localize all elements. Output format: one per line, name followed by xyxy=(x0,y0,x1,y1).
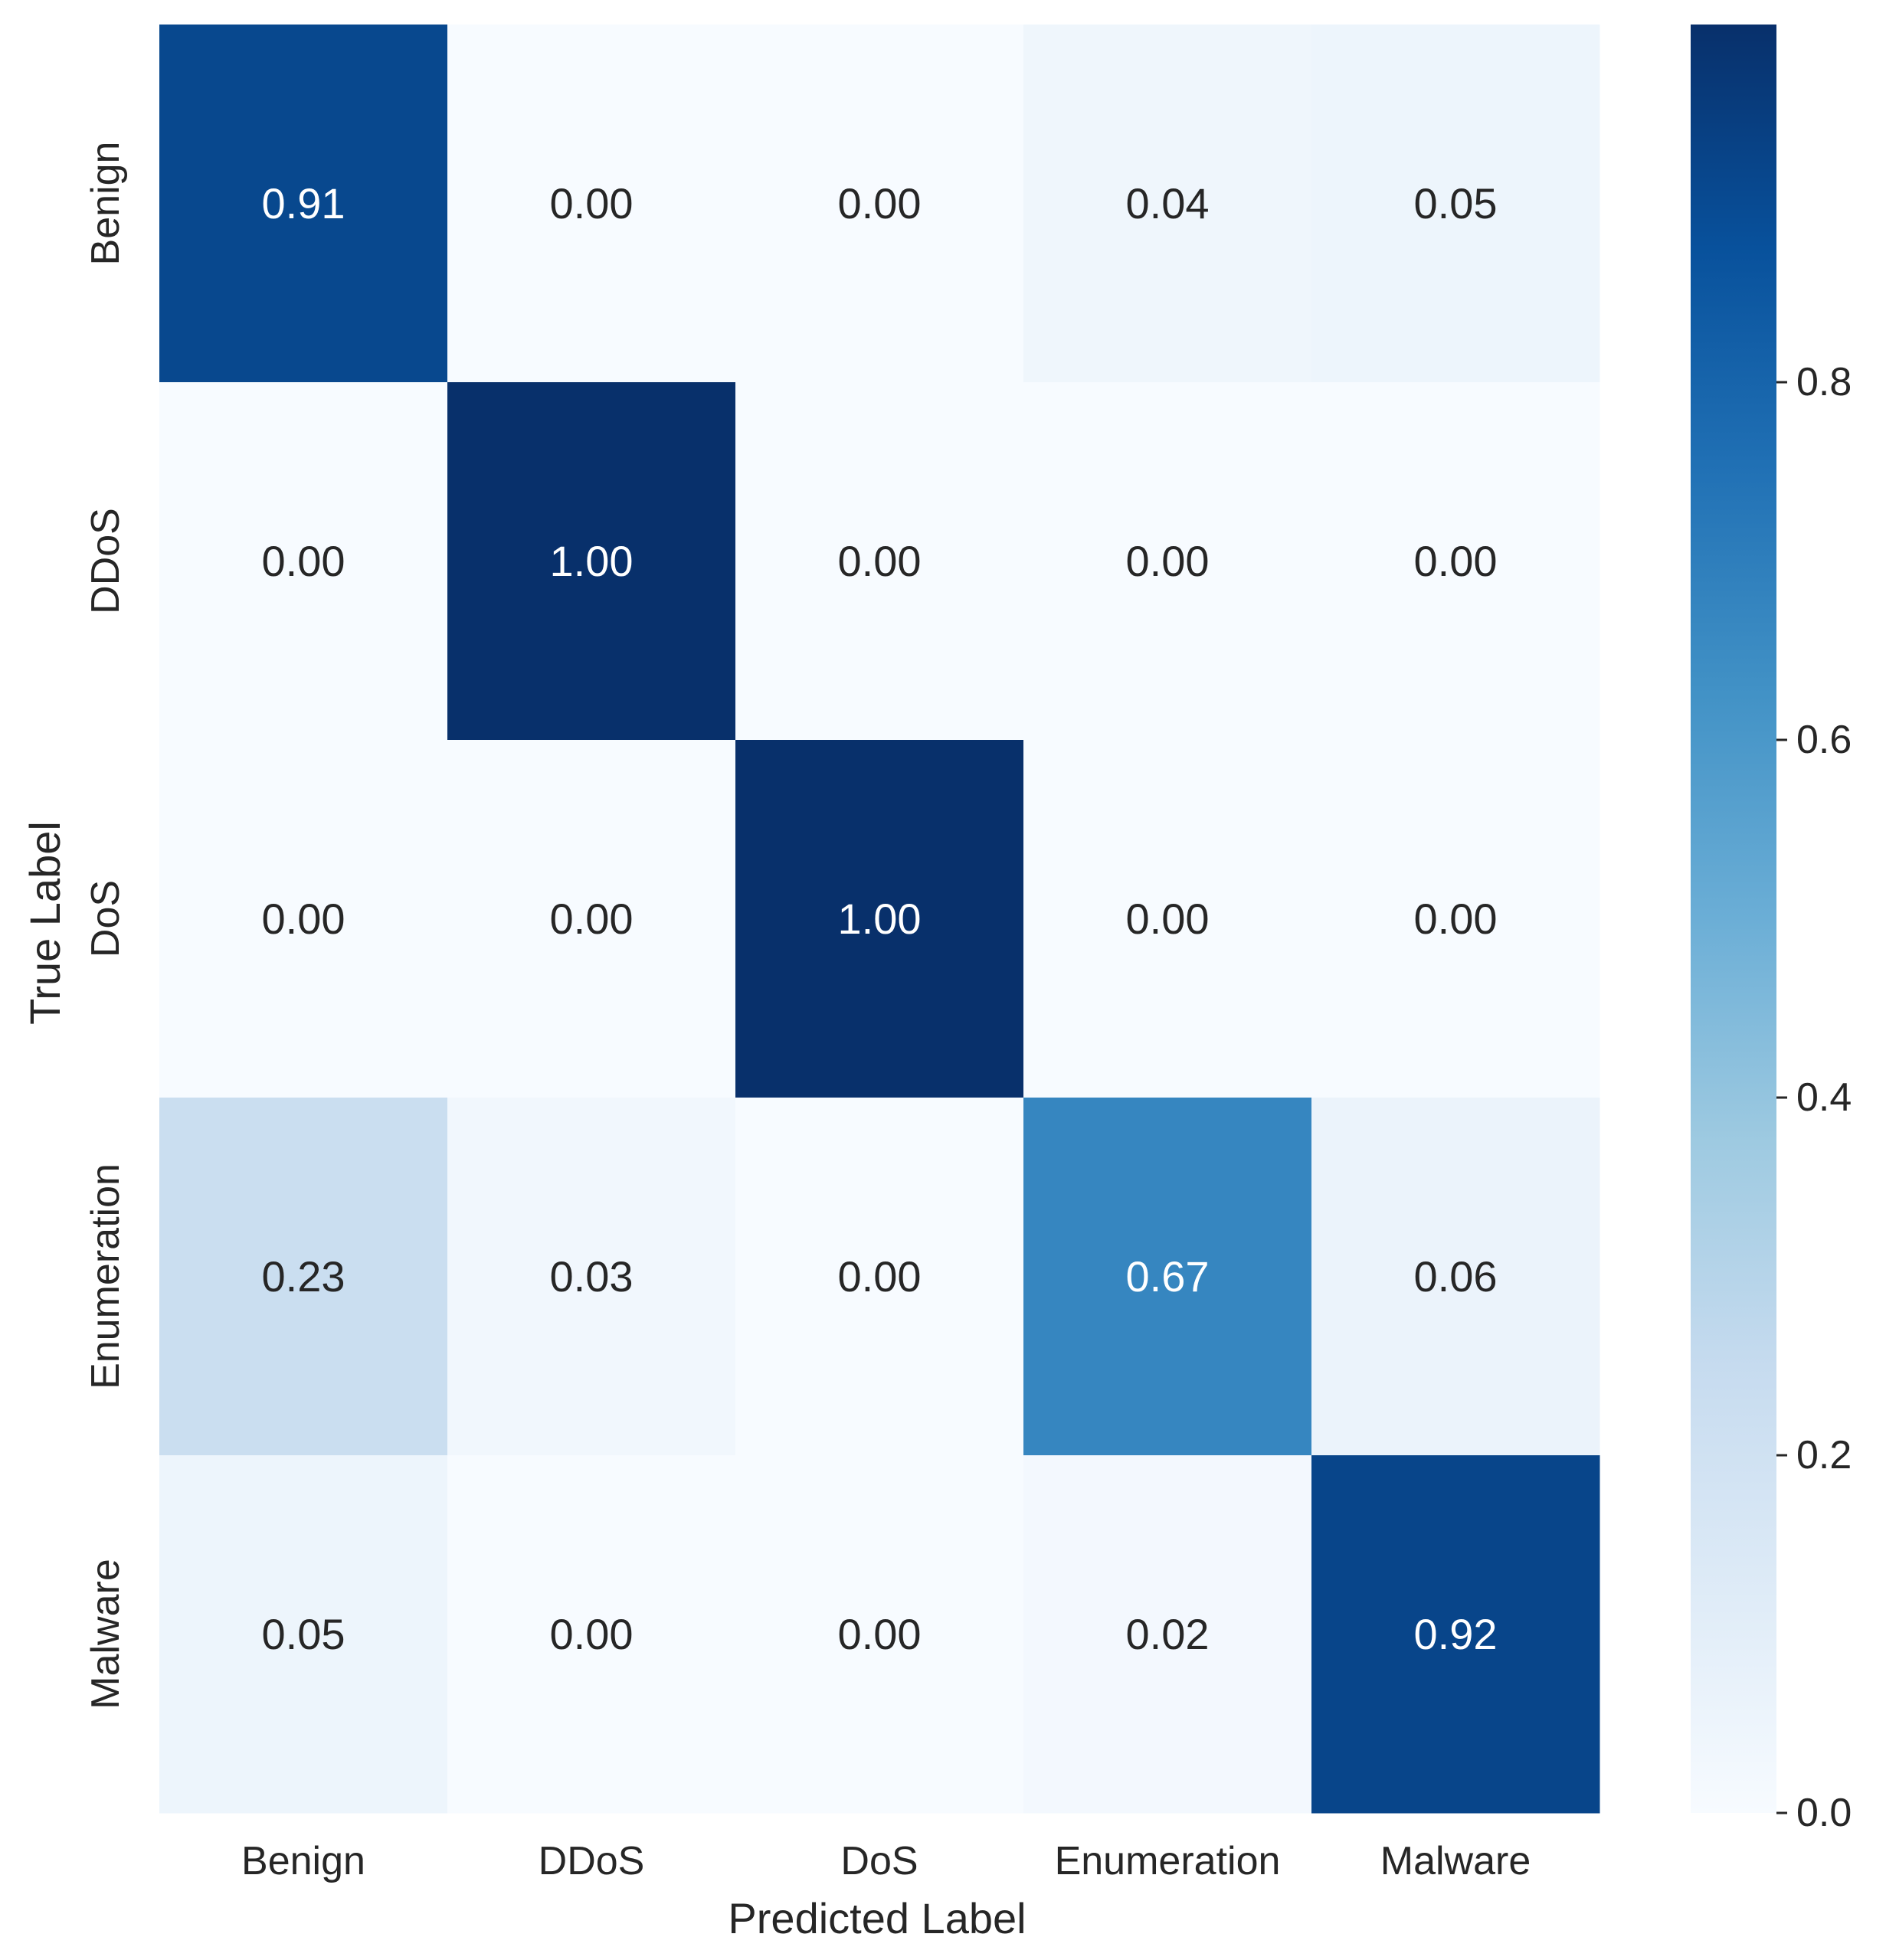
colorbar-tick-label: 0.0 xyxy=(1796,1791,1852,1835)
y-tick-label: Benign xyxy=(83,142,128,266)
cell-value-label: 0.00 xyxy=(550,895,634,943)
y-axis-tick-labels: Benign DDoS DoS Enumeration Malware xyxy=(83,142,128,1710)
cell-value-label: 0.02 xyxy=(1126,1610,1210,1658)
cell-value-label: 0.92 xyxy=(1414,1610,1498,1658)
cell-value-label: 0.00 xyxy=(1126,537,1210,585)
heatmap-cell xyxy=(1311,1455,1600,1814)
heatmap-cells xyxy=(159,25,1600,1814)
heatmap-cell xyxy=(1023,382,1312,741)
heatmap-cell xyxy=(735,382,1024,741)
heatmap-cell xyxy=(735,1455,1024,1814)
x-tick-label: DDoS xyxy=(539,1839,645,1883)
y-tick-label: Malware xyxy=(83,1559,128,1710)
cell-value-label: 0.05 xyxy=(1414,179,1498,227)
y-tick-label: DoS xyxy=(83,880,128,957)
cell-value-label: 0.00 xyxy=(838,1252,922,1301)
heatmap-cell xyxy=(735,1098,1024,1456)
x-tick-label: Benign xyxy=(241,1839,365,1883)
heatmap-cell xyxy=(1311,1098,1600,1456)
cell-value-label: 0.00 xyxy=(838,179,922,227)
colorbar-tick-label: 0.8 xyxy=(1796,360,1852,404)
heatmap-cell xyxy=(1311,382,1600,741)
x-axis-label: Predicted Label xyxy=(728,1894,1026,1942)
cell-value-label: 1.00 xyxy=(550,537,634,585)
heatmap-cell xyxy=(1023,25,1312,383)
heatmap-cell xyxy=(447,1098,736,1456)
cell-value-label: 0.00 xyxy=(550,179,634,227)
heatmap-cell xyxy=(1311,25,1600,383)
heatmap-cell xyxy=(735,740,1024,1098)
x-tick-label: Enumeration xyxy=(1055,1839,1281,1883)
colorbar xyxy=(1691,25,1776,1813)
cell-value-label: 0.00 xyxy=(838,537,922,585)
heatmap-cell xyxy=(159,740,448,1098)
heatmap-cell xyxy=(1023,1098,1312,1456)
heatmap-cell xyxy=(447,25,736,383)
cell-value-label: 0.06 xyxy=(1414,1252,1498,1301)
heatmap-cell xyxy=(1023,1455,1312,1814)
heatmap-cell xyxy=(159,1098,448,1456)
cell-value-label: 0.00 xyxy=(1126,895,1210,943)
heatmap-cell xyxy=(1311,740,1600,1098)
cell-value-label: 0.00 xyxy=(262,537,345,585)
colorbar-ticks: 0.0 0.2 0.4 0.6 0.8 xyxy=(1776,360,1852,1835)
x-tick-label: DoS xyxy=(840,1839,918,1883)
y-tick-label: DDoS xyxy=(83,508,128,614)
cell-value-label: 0.00 xyxy=(550,1610,634,1658)
heatmap-cell xyxy=(447,382,736,741)
y-axis-label: True Label xyxy=(21,821,69,1025)
cell-value-label: 0.00 xyxy=(838,1610,922,1658)
heatmap-cell-labels: 0.91 0.00 0.00 0.04 0.05 0.00 1.00 0.00 0.00 0.00… xyxy=(262,179,1498,1658)
cell-value-label: 0.00 xyxy=(262,895,345,943)
cell-value-label: 0.00 xyxy=(1414,895,1498,943)
heatmap-cell xyxy=(447,1455,736,1814)
heatmap-cell xyxy=(1023,740,1312,1098)
heatmap-cell xyxy=(159,1455,448,1814)
heatmap-cell xyxy=(447,740,736,1098)
colorbar-tick-label: 0.6 xyxy=(1796,718,1852,762)
cell-value-label: 0.03 xyxy=(550,1252,634,1301)
cell-value-label: 0.00 xyxy=(1414,537,1498,585)
cell-value-label: 0.91 xyxy=(262,179,345,227)
y-tick-label: Enumeration xyxy=(83,1163,128,1389)
heatmap-cell xyxy=(159,382,448,741)
cell-value-label: 0.67 xyxy=(1126,1252,1210,1301)
cell-value-label: 1.00 xyxy=(838,895,922,943)
cell-value-label: 0.23 xyxy=(262,1252,345,1301)
heatmap-cell xyxy=(735,25,1024,383)
x-axis-tick-labels: Benign DDoS DoS Enumeration Malware xyxy=(241,1839,1531,1883)
x-tick-label: Malware xyxy=(1380,1839,1531,1883)
cell-value-label: 0.05 xyxy=(262,1610,345,1658)
colorbar-tick-label: 0.2 xyxy=(1796,1433,1852,1477)
colorbar-tick-label: 0.4 xyxy=(1796,1075,1852,1120)
heatmap-cell xyxy=(159,25,448,383)
cell-value-label: 0.04 xyxy=(1126,179,1210,227)
